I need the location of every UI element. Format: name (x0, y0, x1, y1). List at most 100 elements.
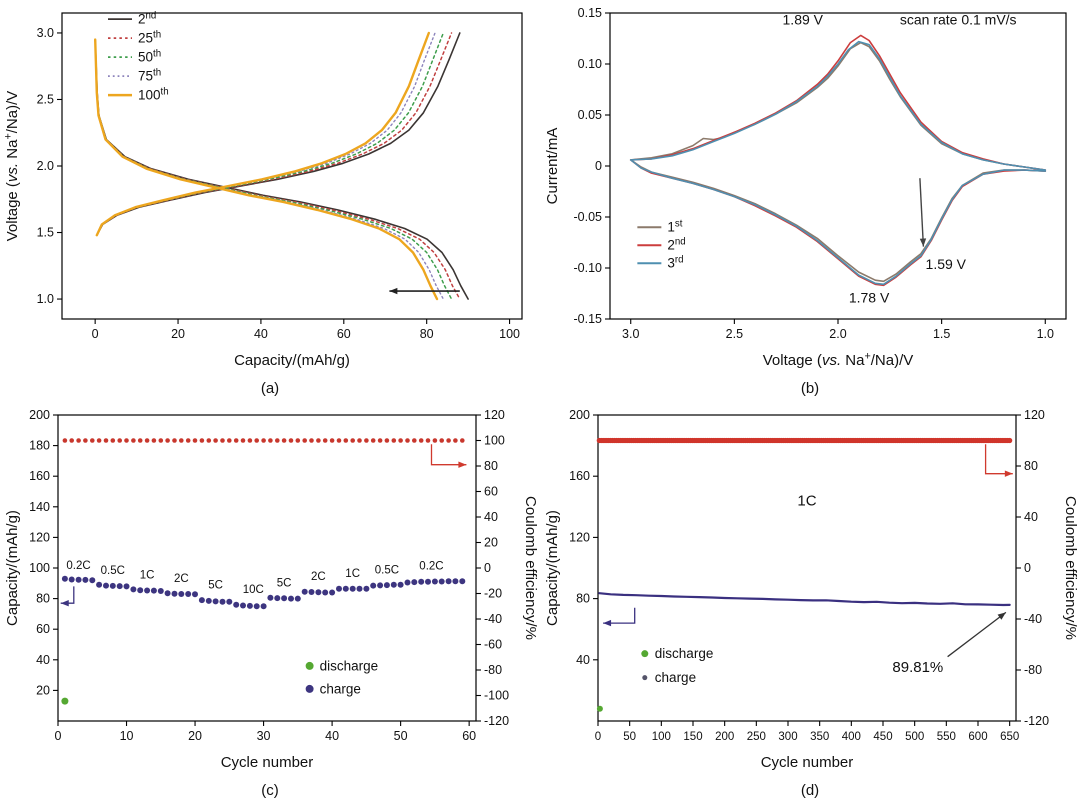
pt-charge (185, 591, 192, 597)
svg-text:20: 20 (36, 683, 50, 697)
pt-coulomb-efficiency (213, 438, 218, 443)
pt-coulomb-efficiency (316, 438, 321, 443)
legend: discharge charge (641, 646, 713, 685)
pt-coulomb-efficiency (192, 438, 198, 443)
pt-coulomb-efficiency (185, 438, 191, 443)
pt-charge (68, 576, 75, 583)
svg-text:80: 80 (1024, 459, 1038, 473)
pt-coulomb-efficiency (391, 438, 397, 443)
svg-text:0: 0 (484, 561, 491, 575)
svg-text:-0.10: -0.10 (574, 261, 603, 275)
svg-text:0.10: 0.10 (578, 57, 602, 71)
pt-coulomb-efficiency (83, 438, 88, 443)
svg-text:10: 10 (120, 729, 134, 743)
pt-coulomb-efficiency (1007, 437, 1013, 444)
pt-coulomb-efficiency (199, 438, 205, 443)
pt-coulomb-efficiency (322, 438, 328, 443)
chart-b-cyclic-voltammetry: 3.0 2.5 2.0 1.5 1.0 -0.15 -0.10 -0.05 0 0.05 0.10 0… (544, 6, 1067, 369)
pt-charge (137, 587, 144, 594)
svg-text:1.0: 1.0 (1037, 327, 1054, 341)
pt-coulomb-efficiency (405, 438, 410, 443)
svg-text:100: 100 (29, 561, 50, 575)
svg-text:550: 550 (937, 731, 956, 743)
pt-charge (397, 581, 404, 588)
pt-charge (418, 578, 425, 585)
pt-coulomb-efficiency (295, 438, 301, 443)
pt-charge (383, 582, 390, 589)
svg-text:0: 0 (595, 159, 602, 173)
svg-text:80: 80 (420, 327, 434, 341)
svg-text:Coulomb efficiency/%: Coulomb efficiency/% (1062, 496, 1079, 640)
pt-charge (260, 603, 267, 610)
pt-coulomb-efficiency (364, 438, 369, 443)
svg-text:200: 200 (29, 408, 50, 422)
panel-c: 0 10 20 30 40 50 60 20 40 60 80 100 120 140 160 180 200-… (0, 405, 540, 807)
pt-coulomb-efficiency (460, 438, 465, 443)
annotation-text: 0.2C (66, 560, 90, 572)
pt-charge (363, 585, 370, 592)
pt-discharge (61, 697, 69, 705)
pt-charge (150, 587, 157, 594)
pt-charge (411, 579, 418, 586)
svg-text:100th: 100th (138, 86, 169, 102)
svg-text:3.0: 3.0 (37, 26, 54, 40)
pt-charge (109, 582, 116, 589)
svg-text:Voltage (vs. Na+/Na)/V: Voltage (vs. Na+/Na)/V (763, 350, 914, 369)
pt-charge (144, 587, 151, 594)
pt-coulomb-efficiency (165, 438, 170, 443)
panel-c-caption: (c) (261, 782, 279, 799)
pt-charge (301, 588, 308, 595)
pt-charge (329, 589, 336, 596)
pt-coulomb-efficiency (446, 438, 451, 443)
pt-charge (103, 582, 109, 589)
pt-coulomb-efficiency (453, 438, 458, 443)
svg-text:Cycle number: Cycle number (221, 754, 314, 771)
pt-coulomb-efficiency (261, 438, 266, 443)
pt-charge (226, 598, 233, 605)
panel-b: 3.0 2.5 2.0 1.5 1.0 -0.15 -0.10 -0.05 0 0.05 0.10 0… (540, 3, 1080, 405)
svg-text:-0.05: -0.05 (574, 210, 603, 224)
pt-coulomb-efficiency (96, 438, 102, 443)
annotation-text: 2C (174, 573, 189, 585)
svg-text:1st: 1st (667, 219, 682, 235)
svg-text:2.0: 2.0 (37, 159, 54, 173)
annotation-text: 10C (243, 584, 264, 596)
pt-charge (240, 602, 246, 609)
svg-text:120: 120 (484, 408, 505, 422)
pt-coulomb-efficiency (425, 438, 431, 443)
svg-text:-80: -80 (484, 663, 502, 677)
pt-coulomb-efficiency (227, 438, 232, 443)
annotation-text: 1C (797, 492, 816, 509)
series (629, 34, 1047, 287)
pt-coulomb-efficiency (151, 438, 157, 443)
series-100th (95, 31, 430, 237)
svg-text:50: 50 (623, 731, 636, 743)
pt-coulomb-efficiency (76, 438, 81, 443)
svg-text:500: 500 (905, 731, 924, 743)
svg-text:1.5: 1.5 (933, 327, 950, 341)
legend: discharge charge (305, 658, 378, 696)
pt-coulomb-efficiency (398, 438, 403, 443)
svg-text:600: 600 (968, 731, 987, 743)
pt-charge (281, 595, 288, 602)
svg-text:120: 120 (29, 530, 50, 544)
pt-charge (246, 602, 253, 609)
svg-text:2.5: 2.5 (37, 92, 54, 106)
svg-text:20: 20 (484, 536, 498, 550)
svg-text:2nd: 2nd (138, 10, 156, 26)
pt-coulomb-efficiency (131, 438, 136, 443)
pt-charge (438, 578, 445, 585)
panel-a: 0 20 40 60 80 100 1.0 1.5 2.0 2.5 3.0 Capacity/(mAh… (0, 3, 540, 405)
svg-text:80: 80 (576, 592, 590, 606)
svg-text:160: 160 (569, 469, 590, 483)
svg-text:150: 150 (683, 731, 702, 743)
pt-coulomb-efficiency (158, 438, 164, 443)
svg-text:60: 60 (337, 327, 351, 341)
pt-charge (294, 595, 301, 602)
axes: 3.0 2.5 2.0 1.5 1.0 -0.15 -0.10 -0.05 0 0.05 0.10 0… (544, 6, 1067, 369)
series-1st (629, 41, 1047, 283)
pt-coulomb-efficiency (412, 438, 417, 443)
svg-text:400: 400 (842, 731, 861, 743)
axes: 0 50 100 150 200 250 300 350 400 450 500 550 600 6504… (544, 408, 1079, 771)
pt-coulomb-efficiency (377, 438, 383, 443)
